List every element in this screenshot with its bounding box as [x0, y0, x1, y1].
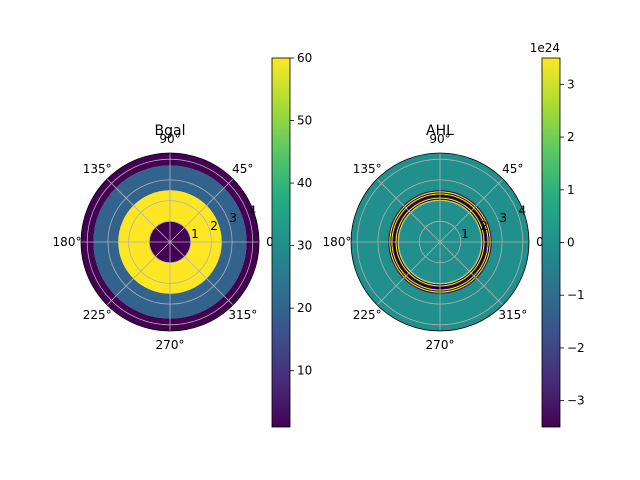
colorbar-tick-label: −2	[567, 341, 585, 355]
polar-spine	[350, 152, 530, 332]
colorbar-tick-label: 30	[297, 239, 312, 253]
colorbar-tick-label: 50	[297, 114, 312, 128]
angle-tick-label: 225°	[83, 308, 112, 322]
angular-gridline	[376, 241, 441, 306]
colorbar-offset-label-ahl: 1e24	[530, 41, 560, 55]
colorbar-tick-label: 60	[297, 51, 312, 65]
angle-tick-label: 270°	[156, 338, 185, 352]
angle-tick-label: 45°	[232, 162, 253, 176]
colorbar-ticks-bgal: 10 20 30 40 50 60	[290, 51, 312, 378]
angle-tick-label: 180°	[53, 235, 82, 249]
colorbar-tick-label: 40	[297, 176, 312, 190]
angle-tick-label: 45°	[502, 162, 523, 176]
angular-gridline	[169, 178, 234, 243]
colorbar-ticks-ahl: −3 −2 −1 0 1 2 3	[560, 77, 585, 408]
polar-spine	[80, 152, 260, 332]
angle-tick-label: 315°	[498, 308, 527, 322]
colorbar-tick-label: 3	[567, 77, 575, 91]
angle-tick-label: 225°	[353, 308, 382, 322]
colorbar-tick-label: −1	[567, 288, 585, 302]
radial-tick-label: 4	[519, 203, 527, 217]
angular-gridline	[376, 178, 441, 243]
colorbar-ahl: −3 −2 −1 0 1 2 3 1e24	[530, 41, 585, 428]
colorbar-tick-label: 1	[567, 183, 575, 197]
radial-tick-label: 2	[480, 219, 488, 233]
chart-title-bgal: Bgal	[155, 123, 186, 139]
angle-tick-label: 135°	[353, 162, 382, 176]
angle-tick-label: 90°	[159, 132, 180, 146]
radial-tick-label: 3	[499, 211, 507, 225]
angular-gridline	[439, 241, 504, 306]
angular-gridline	[439, 178, 504, 243]
colorbar-bgal: 10 20 30 40 50 60	[271, 51, 312, 428]
angle-tick-label: 315°	[228, 308, 257, 322]
colorbar-gradient-bgal	[271, 57, 291, 428]
colorbar-tick-label: 2	[567, 130, 575, 144]
radial-tick-label: 1	[191, 227, 199, 241]
angle-tick-label: 180°	[323, 235, 352, 249]
polar-grid-bgal	[80, 152, 260, 332]
polar-grid-ahl	[350, 152, 530, 332]
angular-gridline	[169, 241, 234, 306]
colorbar-gradient-ahl	[541, 57, 561, 428]
polar-angle-labels-bgal: 0°45°90°135°180°225°270°315°	[53, 132, 280, 352]
chart-title-ahl: AHL	[426, 123, 454, 139]
radial-tick-label: 2	[210, 219, 218, 233]
radial-tick-label: 4	[249, 203, 257, 217]
colorbar-tick-label: 0	[567, 236, 575, 250]
colorbar-tick-label: 10	[297, 364, 312, 378]
colorbar-tick-label: −3	[567, 394, 585, 408]
angle-tick-label: 270°	[426, 338, 455, 352]
radial-tick-label: 3	[229, 211, 237, 225]
angular-gridline	[106, 241, 171, 306]
colorbar-tick-label: 20	[297, 301, 312, 315]
radial-tick-label: 1	[461, 227, 469, 241]
angular-gridline	[106, 178, 171, 243]
angle-tick-label: 135°	[83, 162, 112, 176]
angle-tick-label: 90°	[429, 132, 450, 146]
